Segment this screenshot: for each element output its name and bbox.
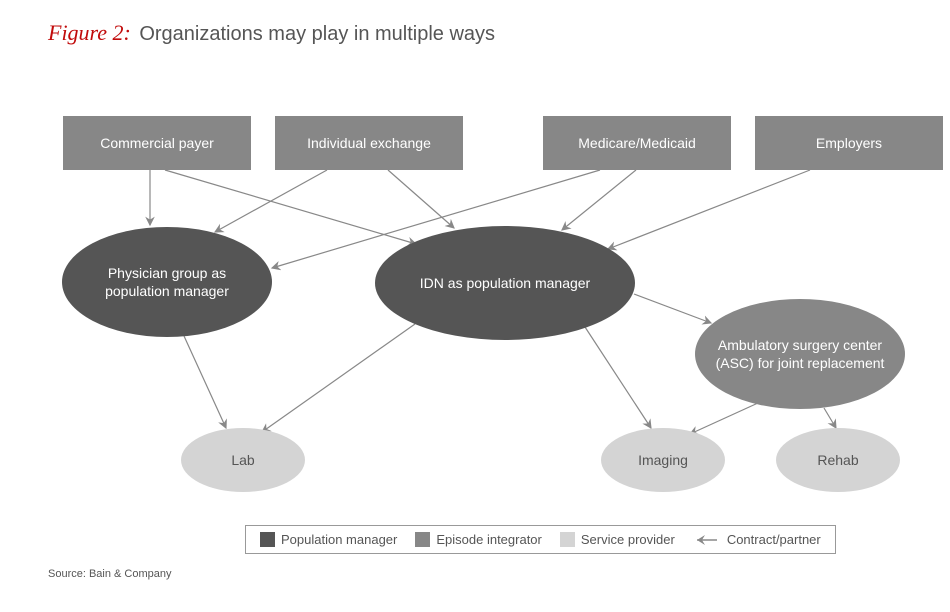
ellipse-idn: IDN as population manager: [375, 226, 635, 340]
edge: [562, 170, 636, 230]
figure-title: Figure 2: Organizations may play in mult…: [48, 20, 495, 46]
legend-swatch: [415, 532, 430, 547]
edge: [585, 327, 651, 428]
legend-swatch: [560, 532, 575, 547]
figure-label: Figure 2:: [48, 20, 131, 45]
legend-item: Episode integrator: [415, 532, 542, 547]
figure-canvas: Figure 2: Organizations may play in mult…: [0, 0, 950, 612]
edge: [388, 170, 454, 228]
edge: [608, 170, 810, 249]
legend-item: Service provider: [560, 532, 675, 547]
legend-label: Service provider: [581, 532, 675, 547]
legend-label: Contract/partner: [727, 532, 821, 547]
ellipse-physician-group: Physician group as population manager: [62, 227, 272, 337]
edge: [215, 170, 327, 232]
edge: [634, 294, 711, 323]
rect-individual-exchange: Individual exchange: [275, 116, 463, 170]
legend-arrow-icon: [693, 534, 721, 546]
legend-item: Contract/partner: [693, 532, 821, 547]
legend-item: Population manager: [260, 532, 397, 547]
ellipse-imaging: Imaging: [601, 428, 725, 492]
rect-commercial-payer: Commercial payer: [63, 116, 251, 170]
ellipse-asc: Ambulatory surgery center (ASC) for join…: [695, 299, 905, 409]
legend-label: Episode integrator: [436, 532, 542, 547]
edge: [262, 324, 415, 432]
figure-caption: Organizations may play in multiple ways: [139, 23, 495, 45]
rect-employers: Employers: [755, 116, 943, 170]
ellipse-lab: Lab: [181, 428, 305, 492]
legend: Population manager Episode integrator Serv…: [245, 525, 836, 554]
rect-medicare-medicaid: Medicare/Medicaid: [543, 116, 731, 170]
edge: [690, 403, 758, 434]
edge: [184, 336, 226, 428]
ellipse-rehab: Rehab: [776, 428, 900, 492]
legend-label: Population manager: [281, 532, 397, 547]
edge: [824, 408, 836, 428]
source-text: Source: Bain & Company: [48, 568, 172, 580]
legend-swatch: [260, 532, 275, 547]
